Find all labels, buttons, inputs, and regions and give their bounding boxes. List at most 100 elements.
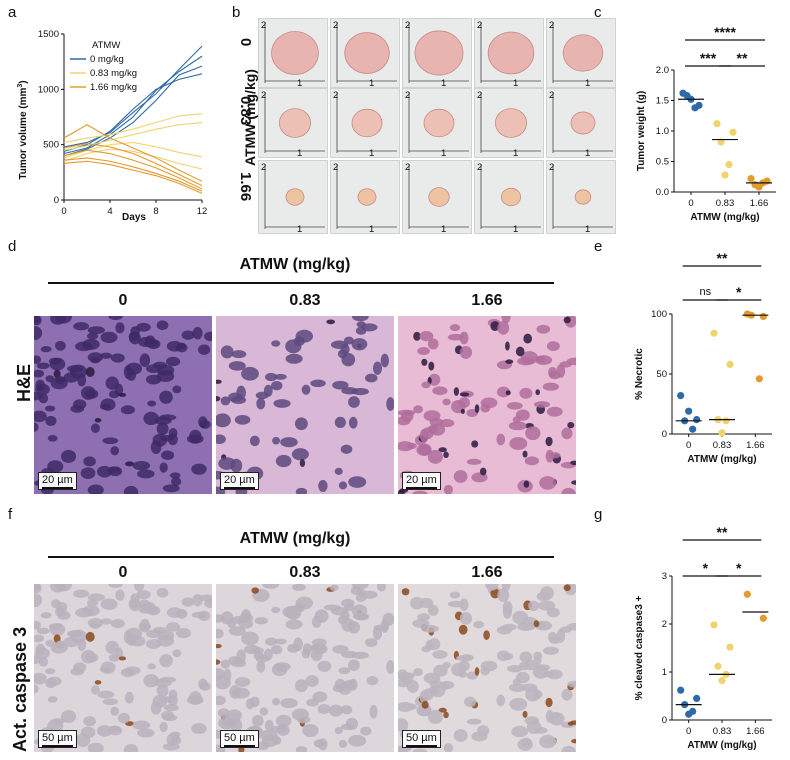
legend-label-166: 1.66 mg/kg	[90, 82, 137, 93]
cell-nucleus	[421, 700, 429, 709]
cell-nucleus	[348, 734, 367, 747]
cell-nucleus	[406, 680, 419, 694]
cell-nucleus	[348, 476, 367, 488]
cell-nucleus	[110, 446, 120, 456]
cell-nucleus	[416, 444, 432, 456]
grid-tick-label: 1	[297, 224, 302, 233]
cell-nucleus	[218, 457, 236, 470]
cell-nucleus	[421, 381, 431, 389]
cell-nucleus	[82, 605, 100, 617]
series-line-0	[63, 73, 203, 152]
scale-bar: 20 µm	[38, 472, 77, 490]
chart-c-tumor-weight: 0.0 0.5 1.0 1.5 2.0 0 0.83 1.66 ATMW (mg/kg) Tumo…	[636, 24, 776, 223]
cell-nucleus	[50, 718, 66, 725]
cell-nucleus	[165, 622, 181, 632]
he-texture	[34, 316, 212, 494]
cell-nucleus	[317, 660, 332, 672]
cell-nucleus	[166, 340, 183, 352]
scale-bar-line	[224, 745, 255, 747]
grid-tick-label: 2	[549, 162, 554, 173]
cell-nucleus	[110, 706, 120, 716]
cell-nucleus	[271, 606, 281, 614]
cell-nucleus	[423, 410, 441, 422]
cell-nucleus	[147, 663, 157, 670]
cell-nucleus	[226, 709, 243, 722]
cell-nucleus	[166, 733, 179, 746]
panel-f-col-0: 0	[118, 564, 128, 581]
grid-tick-label: 2	[261, 20, 266, 31]
chart-e-necrotic: 0 50 100 0 0.83 1.66 ATMW (mg/kg) % Necrotic ns *…	[634, 250, 772, 465]
data-point	[755, 183, 763, 191]
series-line-083	[63, 148, 203, 170]
cell-nucleus	[534, 664, 551, 671]
cell-nucleus	[165, 356, 181, 367]
x-tick-label: 0	[686, 726, 691, 737]
cell-nucleus	[216, 396, 221, 402]
cell-nucleus	[35, 643, 46, 655]
cell-nucleus	[47, 676, 62, 687]
cell-nucleus	[280, 698, 298, 709]
cell-nucleus	[522, 450, 528, 458]
cell-nucleus	[356, 321, 366, 328]
cell-nucleus	[515, 671, 530, 684]
cell-nucleus	[159, 414, 177, 421]
cell-nucleus	[483, 630, 490, 640]
panel-label-f: f	[8, 506, 13, 523]
cell-nucleus	[458, 624, 468, 635]
cell-nucleus	[561, 688, 573, 701]
ihc-image: 50 µm	[216, 584, 394, 752]
cell-nucleus	[50, 316, 66, 325]
cell-nucleus	[351, 316, 369, 322]
cell-nucleus	[191, 611, 208, 619]
cell-nucleus	[443, 711, 449, 719]
scale-bar-label: 20 µm	[42, 474, 73, 486]
row-label-0: 0	[237, 38, 254, 47]
cell-nucleus	[34, 422, 39, 432]
panel-d-row-label: H&E	[14, 363, 34, 402]
cell-nucleus	[539, 476, 557, 490]
x-tick-label: 1.66	[750, 198, 769, 209]
cell-nucleus	[328, 704, 343, 717]
y-tick-label: 1.0	[656, 126, 669, 137]
ihc-texture	[216, 584, 394, 752]
cell-nucleus	[401, 588, 410, 596]
significance-label: **	[717, 250, 728, 266]
cell-nucleus	[56, 601, 68, 614]
tumor-photo-svg: 21	[549, 162, 613, 233]
cell-nucleus	[348, 396, 360, 408]
panel-d-col-166: 1.66	[471, 292, 503, 309]
cell-nucleus	[145, 639, 162, 649]
cell-nucleus	[355, 593, 367, 602]
cell-nucleus	[90, 423, 100, 434]
cell-nucleus	[156, 587, 169, 598]
cell-nucleus	[134, 584, 145, 592]
cell-nucleus	[86, 599, 99, 607]
cell-nucleus	[100, 352, 113, 359]
cell-nucleus	[143, 411, 159, 426]
cell-nucleus	[120, 405, 135, 415]
cell-nucleus	[545, 697, 553, 708]
cell-nucleus	[372, 361, 383, 375]
y-tick-label: 100	[651, 309, 667, 320]
panel-f-col-166: 1.66	[471, 564, 503, 581]
cell-nucleus	[285, 339, 302, 354]
cell-nucleus	[47, 460, 64, 473]
cell-nucleus	[561, 745, 576, 752]
cell-nucleus	[306, 698, 319, 707]
cell-nucleus	[413, 331, 421, 341]
cell-nucleus	[172, 385, 182, 394]
cell-nucleus	[459, 392, 470, 397]
cell-nucleus	[294, 417, 308, 431]
scale-bar-label: 20 µm	[406, 474, 437, 486]
scale-bar-line	[406, 745, 437, 747]
tumor-shape	[428, 187, 450, 207]
tumor-shape	[357, 188, 377, 206]
cell-nucleus	[427, 338, 439, 350]
cell-nucleus	[265, 637, 278, 646]
cell-nucleus	[229, 685, 241, 699]
cell-nucleus	[162, 484, 180, 493]
cell-nucleus	[332, 644, 349, 654]
